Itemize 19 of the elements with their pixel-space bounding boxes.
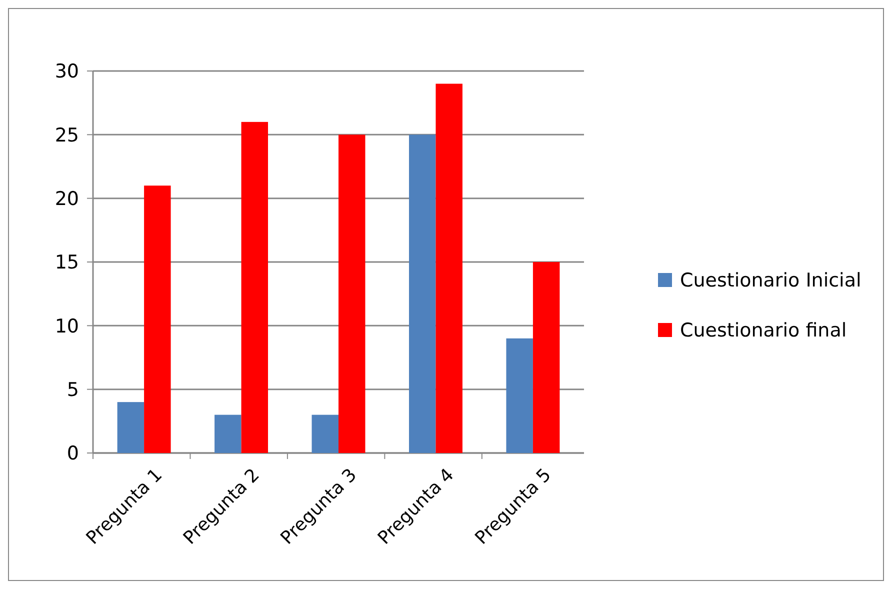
bar [117, 402, 144, 453]
bar [338, 134, 366, 453]
y-tick-label: 25 [54, 124, 79, 146]
bar [436, 84, 462, 453]
legend-label: Cuestionario final [680, 320, 847, 342]
bar [214, 414, 242, 453]
bar [506, 338, 533, 453]
y-tick-label: 30 [54, 60, 79, 83]
y-tick-label: 15 [54, 252, 79, 274]
bar [408, 134, 436, 453]
y-tick-label: 0 [66, 442, 79, 465]
y-tick-label: 20 [54, 188, 79, 210]
bar [144, 186, 171, 453]
bar [312, 414, 338, 453]
bar [532, 262, 560, 453]
y-tick-label: 10 [54, 315, 79, 338]
legend-label: Cuestionario Inicial [680, 270, 862, 292]
y-tick-label: 5 [66, 378, 79, 401]
bar [241, 122, 268, 453]
